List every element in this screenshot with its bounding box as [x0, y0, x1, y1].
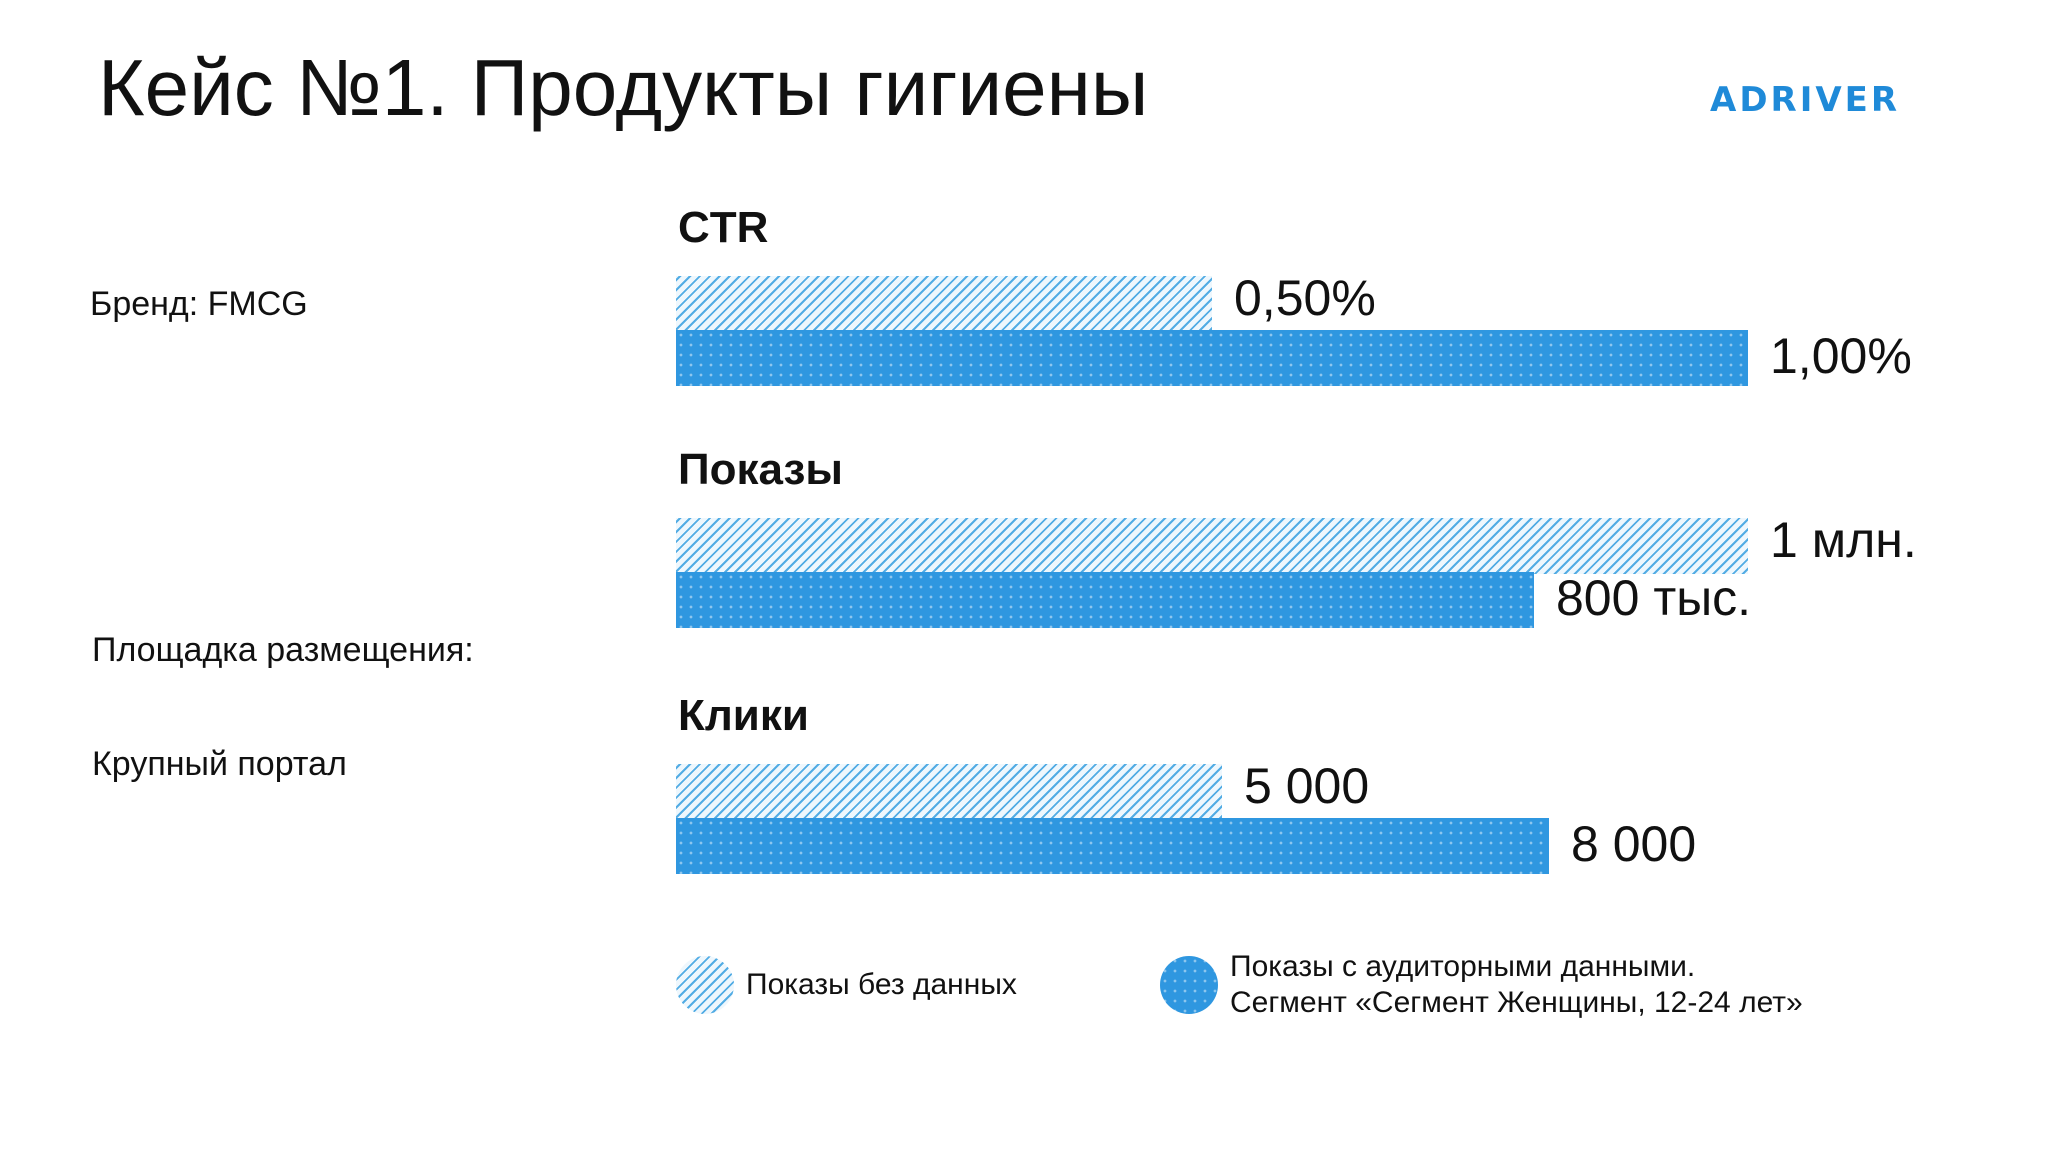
legend-swatch-solid: [1160, 956, 1218, 1014]
adriver-logo: ADRIVER: [1710, 80, 1901, 120]
bar-value-label: 0,50%: [1234, 270, 1376, 326]
brand-label: Бренд: FMCG: [90, 285, 308, 323]
legend-label-no-data: Показы без данных: [746, 968, 1017, 1001]
slide-title: Кейс №1. Продукты гигиены: [98, 43, 1149, 132]
bar-no-data: [676, 276, 1212, 332]
bar-audience-data: [676, 330, 1748, 386]
placement-label: Площадка размещения:: [92, 631, 474, 669]
bar-audience-data: [676, 818, 1549, 874]
bar-value-label: 8 000: [1571, 816, 1697, 872]
placement-value: Крупный портал: [92, 745, 347, 783]
bar-value-label: 1,00%: [1770, 328, 1912, 384]
bar-no-data: [676, 764, 1222, 820]
bar-value-label: 5 000: [1244, 758, 1370, 814]
metric-title: Клики: [678, 691, 809, 740]
bar-value-label: 800 тыс.: [1556, 570, 1752, 626]
bar-audience-data: [676, 572, 1534, 628]
legend-label-segment: Сегмент «Сегмент Женщины, 12-24 лет»: [1230, 986, 1803, 1019]
bar-no-data: [676, 518, 1748, 574]
metric-title: Показы: [678, 445, 843, 494]
metric-title: CTR: [678, 203, 769, 252]
legend-swatch-hatched: [676, 956, 734, 1014]
bar-value-label: 1 млн.: [1770, 512, 1917, 568]
legend-label-audience-data: Показы с аудиторными данными.: [1230, 950, 1696, 983]
